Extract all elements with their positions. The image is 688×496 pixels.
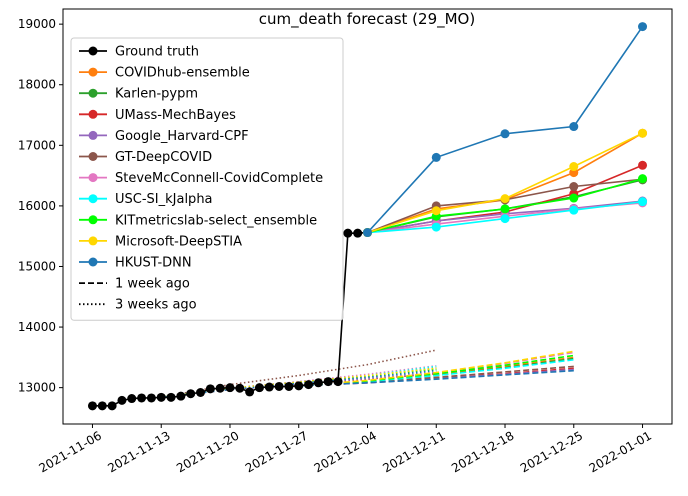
legend-label: Ground truth bbox=[115, 45, 199, 60]
ground-truth-point bbox=[97, 401, 107, 411]
forecast-point bbox=[638, 128, 648, 138]
legend-box bbox=[70, 37, 344, 321]
y-axis: 13000 14000 15000 16000 17000 18000 19000 bbox=[18, 17, 63, 395]
y-tick-label: 13000 bbox=[18, 381, 56, 395]
legend-swatch-marker bbox=[88, 88, 98, 98]
x-tick-label: 2022-01-01 bbox=[587, 428, 654, 475]
forecast-point bbox=[500, 204, 510, 214]
ground-truth-point bbox=[353, 228, 363, 238]
legend-swatch-marker bbox=[88, 173, 98, 183]
ground-truth-point bbox=[225, 383, 235, 393]
legend-label: COVIDhub-ensemble bbox=[115, 66, 250, 81]
forecast-point bbox=[569, 122, 579, 132]
ground-truth-point bbox=[146, 393, 156, 403]
forecast-point bbox=[569, 182, 579, 192]
legend-label: Karlen-pypm bbox=[115, 87, 198, 102]
y-tick-label: 14000 bbox=[18, 320, 56, 334]
x-tick-label: 2021-12-18 bbox=[449, 428, 516, 475]
forecast-point bbox=[638, 160, 648, 170]
ground-truth-point bbox=[323, 377, 333, 387]
three-weeks-ago-forecasts bbox=[161, 349, 437, 399]
legend-label: Microsoft-DeepSTIA bbox=[115, 234, 242, 249]
ground-truth-point bbox=[304, 380, 314, 390]
ground-truth-point bbox=[264, 382, 274, 392]
ground-truth-point bbox=[343, 228, 353, 238]
ground-truth-point bbox=[107, 401, 117, 411]
legend-label: Google_Harvard-CPF bbox=[115, 129, 249, 144]
y-tick-label: 19000 bbox=[18, 17, 56, 31]
forecast-point bbox=[431, 152, 441, 162]
ground-truth-point bbox=[294, 381, 304, 391]
legend-label: UMass-MechBayes bbox=[115, 108, 236, 123]
legend-label: SteveMcConnell-CovidComplete bbox=[115, 171, 323, 186]
x-tick-label: 2021-12-04 bbox=[312, 428, 379, 475]
ground-truth-point bbox=[127, 394, 137, 404]
forecast-point bbox=[500, 214, 510, 224]
ground-truth-point bbox=[313, 378, 323, 388]
legend-swatch-marker bbox=[88, 215, 98, 225]
legend-label: KITmetricslab-select_ensemble bbox=[115, 213, 317, 228]
legend-label: USC-SI_kJalpha bbox=[115, 192, 213, 207]
y-tick-label: 17000 bbox=[18, 138, 56, 152]
ground-truth-point bbox=[176, 391, 186, 401]
forecast-point bbox=[569, 162, 579, 172]
forecast-point bbox=[363, 228, 372, 238]
ground-truth-point bbox=[205, 384, 215, 394]
ground-truth-point bbox=[117, 395, 127, 405]
legend-swatch-marker bbox=[88, 109, 98, 119]
ground-truth-point bbox=[196, 387, 206, 397]
x-axis: 2021-11-06 2021-11-13 2021-11-20 2021-11-27… bbox=[37, 424, 654, 475]
ground-truth-point bbox=[215, 383, 225, 393]
forecast-point bbox=[569, 205, 579, 215]
ground-truth-point bbox=[274, 381, 284, 391]
ground-truth-point bbox=[245, 387, 255, 397]
legend: Ground truth COVIDhub-ensemble Karlen-pypm… bbox=[70, 37, 344, 321]
forecast-point bbox=[638, 174, 648, 184]
forecast-point bbox=[500, 129, 510, 139]
forecast-point bbox=[638, 22, 648, 32]
forecast-point bbox=[431, 206, 441, 216]
forecast-point bbox=[638, 197, 648, 207]
y-tick-label: 16000 bbox=[18, 199, 56, 213]
legend-label: 3 weeks ago bbox=[115, 298, 197, 313]
three-weeks-ago-line bbox=[161, 349, 437, 399]
y-tick-label: 15000 bbox=[18, 259, 56, 273]
forecast-point bbox=[569, 193, 579, 203]
one-week-ago-forecasts bbox=[298, 350, 574, 387]
ground-truth-point bbox=[156, 392, 166, 402]
current-forecast-series bbox=[363, 22, 648, 238]
forecast-point bbox=[500, 194, 510, 204]
one-week-ago-line bbox=[298, 350, 574, 387]
ground-truth-point bbox=[333, 377, 343, 387]
x-tick-label: 2021-12-11 bbox=[380, 428, 447, 475]
legend-swatch-marker bbox=[88, 46, 98, 56]
ground-truth-point bbox=[284, 381, 294, 391]
one-week-ago-line bbox=[298, 369, 574, 387]
ground-truth-point bbox=[87, 401, 97, 411]
ground-truth-point bbox=[166, 392, 176, 402]
legend-swatch-marker bbox=[88, 152, 98, 161]
chart-title: cum_death forecast (29_MO) bbox=[259, 10, 475, 29]
legend-label: HKUST-DNN bbox=[115, 256, 192, 271]
ground-truth-point bbox=[235, 383, 245, 393]
ground-truth-point bbox=[254, 383, 264, 393]
legend-swatch-marker bbox=[88, 130, 98, 140]
x-tick-label: 2021-11-06 bbox=[37, 428, 104, 475]
legend-label: 1 week ago bbox=[115, 277, 190, 292]
x-tick-label: 2021-11-27 bbox=[243, 428, 310, 475]
ground-truth-point bbox=[137, 393, 147, 403]
legend-label: GT-DeepCOVID bbox=[115, 150, 212, 165]
legend-swatch-marker bbox=[88, 236, 98, 246]
legend-swatch-marker bbox=[88, 257, 98, 267]
x-tick-label: 2021-11-20 bbox=[174, 428, 241, 475]
forecast-point bbox=[431, 222, 441, 232]
x-tick-label: 2021-11-13 bbox=[105, 428, 172, 475]
legend-swatch-marker bbox=[88, 67, 98, 77]
ground-truth-point bbox=[186, 389, 196, 399]
plot-frame bbox=[62, 8, 673, 425]
y-tick-label: 18000 bbox=[18, 78, 56, 92]
legend-swatch-marker bbox=[88, 194, 98, 204]
x-tick-label: 2021-12-25 bbox=[518, 428, 585, 475]
